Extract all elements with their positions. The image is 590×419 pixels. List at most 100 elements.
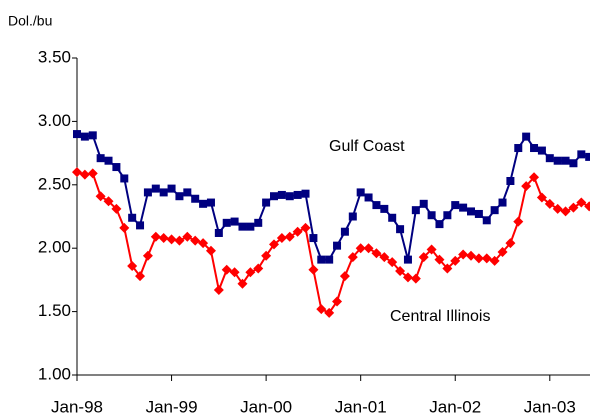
marker (300, 222, 311, 233)
marker (403, 255, 412, 264)
marker (434, 254, 445, 265)
marker (387, 257, 398, 268)
marker (309, 234, 318, 243)
marker (158, 233, 169, 244)
marker (167, 184, 176, 193)
x-tick-label: Jan-99 (146, 397, 198, 416)
marker (347, 252, 358, 263)
marker (222, 218, 231, 227)
marker (325, 255, 334, 264)
marker (426, 244, 437, 255)
marker (544, 198, 555, 209)
marker (410, 273, 421, 284)
marker (427, 211, 436, 220)
marker (339, 271, 350, 282)
marker (221, 264, 232, 275)
marker (333, 241, 342, 250)
marker (324, 307, 335, 318)
marker (246, 222, 255, 231)
marker (120, 174, 129, 183)
marker (80, 132, 89, 141)
marker (111, 203, 122, 214)
marker (127, 260, 138, 271)
marker (73, 130, 81, 139)
marker (88, 131, 97, 140)
marker (388, 213, 397, 222)
marker (569, 159, 578, 168)
marker (395, 266, 406, 277)
marker (536, 192, 547, 203)
marker (537, 146, 546, 155)
x-tick-label: Jan-00 (240, 397, 292, 416)
marker (402, 272, 413, 283)
marker (79, 169, 90, 180)
y-tick-label: 2.50 (38, 174, 71, 193)
marker (489, 255, 500, 266)
marker (159, 188, 168, 197)
marker (435, 220, 444, 229)
marker (442, 263, 453, 274)
marker (262, 198, 271, 207)
marker (245, 267, 256, 278)
y-tick-label: 2.00 (38, 238, 71, 257)
marker (136, 221, 145, 230)
marker (514, 144, 523, 153)
marker (198, 238, 209, 249)
marker (396, 225, 405, 234)
marker (584, 201, 590, 212)
marker (443, 211, 452, 220)
marker (379, 252, 390, 263)
marker (356, 188, 365, 197)
marker (577, 150, 586, 159)
x-tick-label: Jan-01 (335, 397, 387, 416)
y-axis-label: Dol./bu (8, 13, 52, 29)
marker (450, 255, 461, 266)
marker (87, 168, 98, 179)
marker (419, 199, 428, 208)
marker (481, 253, 492, 264)
y-tick-label: 1.00 (38, 364, 71, 383)
marker (451, 201, 460, 210)
marker (332, 296, 343, 307)
marker (467, 207, 475, 216)
marker (505, 238, 516, 249)
marker (529, 172, 540, 183)
marker (128, 213, 137, 222)
marker (230, 217, 239, 226)
marker (340, 227, 349, 236)
marker (285, 192, 294, 201)
marker (183, 188, 192, 197)
marker (253, 263, 264, 274)
marker (561, 156, 570, 165)
marker (506, 176, 515, 185)
marker (348, 212, 357, 221)
marker (411, 206, 420, 215)
marker (521, 181, 532, 192)
marker (371, 248, 382, 259)
marker (292, 226, 303, 237)
marker (143, 188, 152, 197)
marker (103, 196, 114, 207)
marker (205, 245, 216, 256)
series-label: Central Illinois (390, 308, 490, 325)
marker (96, 154, 105, 163)
marker (355, 243, 366, 254)
y-tick-label: 3.00 (38, 111, 71, 130)
marker (151, 184, 160, 193)
marker (585, 152, 590, 161)
marker (142, 250, 153, 261)
marker (229, 267, 240, 278)
marker (568, 202, 579, 213)
marker (175, 192, 184, 201)
marker (214, 228, 223, 237)
marker (261, 250, 272, 261)
marker (269, 239, 279, 250)
marker (490, 206, 499, 215)
marker (238, 222, 247, 231)
marker (150, 231, 161, 242)
marker (213, 285, 224, 296)
marker (560, 206, 571, 217)
marker (364, 193, 373, 202)
